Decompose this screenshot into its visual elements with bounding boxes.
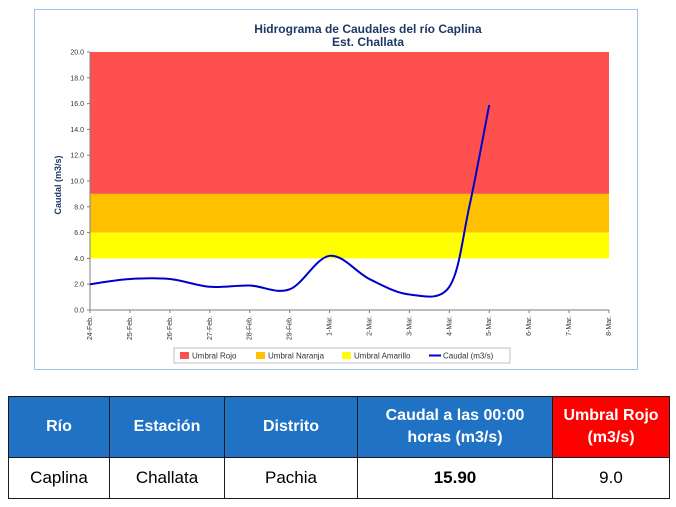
legend-swatch	[180, 352, 189, 359]
x-tick-label: 5-Mar.	[486, 316, 493, 336]
hydrograph-chart: Hidrograma de Caudales del río Caplina E…	[34, 9, 638, 370]
table-row: Caplina Challata Pachia 15.90 9.0	[8, 457, 670, 499]
cell-umbral-rojo: 9.0	[552, 457, 670, 499]
x-tick-label: 3-Mar.	[406, 316, 413, 336]
chart-container: Hidrograma de Caudales del río Caplina E…	[34, 9, 638, 370]
chart-title: Hidrograma de Caudales del río Caplina	[254, 22, 482, 36]
summary-table: Río Estación Distrito Caudal a las 00:00…	[8, 396, 670, 499]
header-umbral-rojo: Umbral Rojo (m3/s)	[552, 396, 670, 458]
x-tick-label: 26-Feb.	[167, 316, 174, 340]
y-tick-label: 10.0	[70, 179, 84, 186]
y-tick-label: 4.0	[74, 256, 84, 263]
x-tick-label: 1-Mar.	[327, 316, 334, 336]
cell-rio: Caplina	[8, 457, 110, 499]
band-umbral-rojo	[90, 52, 609, 194]
y-tick-label: 20.0	[70, 50, 84, 57]
header-rio: Río	[8, 396, 110, 458]
y-tick-label: 18.0	[70, 75, 84, 82]
y-tick-label: 16.0	[70, 101, 84, 108]
legend-label: Umbral Rojo	[192, 352, 237, 361]
series-line-caudal	[89, 104, 491, 298]
legend-swatch	[342, 352, 351, 359]
x-tick-label: 2-Mar.	[366, 316, 373, 336]
x-tick-label: 7-Mar.	[566, 316, 573, 336]
band-umbral-naranja	[90, 193, 609, 233]
chart-subtitle: Est. Challata	[332, 35, 404, 49]
legend-label: Caudal (m3/s)	[443, 352, 494, 361]
band-umbral-amarillo	[90, 232, 609, 259]
y-tick-label: 12.0	[70, 153, 84, 160]
y-tick-label: 8.0	[74, 204, 84, 211]
header-distrito: Distrito	[224, 396, 358, 458]
y-tick-label: 2.0	[74, 282, 84, 289]
cell-caudal: 15.90	[357, 457, 553, 499]
chart-legend: Umbral Rojo Umbral Naranja Umbral Amarillo…	[173, 347, 511, 364]
y-tick-label: 6.0	[74, 230, 84, 237]
cell-estacion: Challata	[109, 457, 225, 499]
x-tick-label: 8-Mar.	[606, 316, 613, 336]
header-estacion: Estación	[109, 396, 225, 458]
y-tick-label: 14.0	[70, 127, 84, 134]
cell-distrito: Pachia	[224, 457, 358, 499]
x-tick-label: 29-Feb.	[287, 316, 294, 340]
x-tick-label: 24-Feb.	[87, 316, 94, 340]
y-tick-label: 0.0	[74, 308, 84, 315]
x-tick-label: 28-Feb.	[247, 316, 254, 340]
header-caudal: Caudal a las 00:00 horas (m3/s)	[357, 396, 553, 458]
x-tick-label: 25-Feb.	[127, 316, 134, 340]
legend-swatch	[256, 352, 265, 359]
x-tick-label: 27-Feb.	[207, 316, 214, 340]
legend-label: Umbral Naranja	[268, 352, 325, 361]
legend-label: Umbral Amarillo	[354, 352, 411, 361]
y-axis-label: Caudal (m3/s)	[53, 155, 63, 214]
x-tick-label: 4-Mar.	[446, 316, 453, 336]
x-tick-label: 6-Mar.	[526, 316, 533, 336]
table-header-row: Río Estación Distrito Caudal a las 00:00…	[8, 396, 670, 458]
